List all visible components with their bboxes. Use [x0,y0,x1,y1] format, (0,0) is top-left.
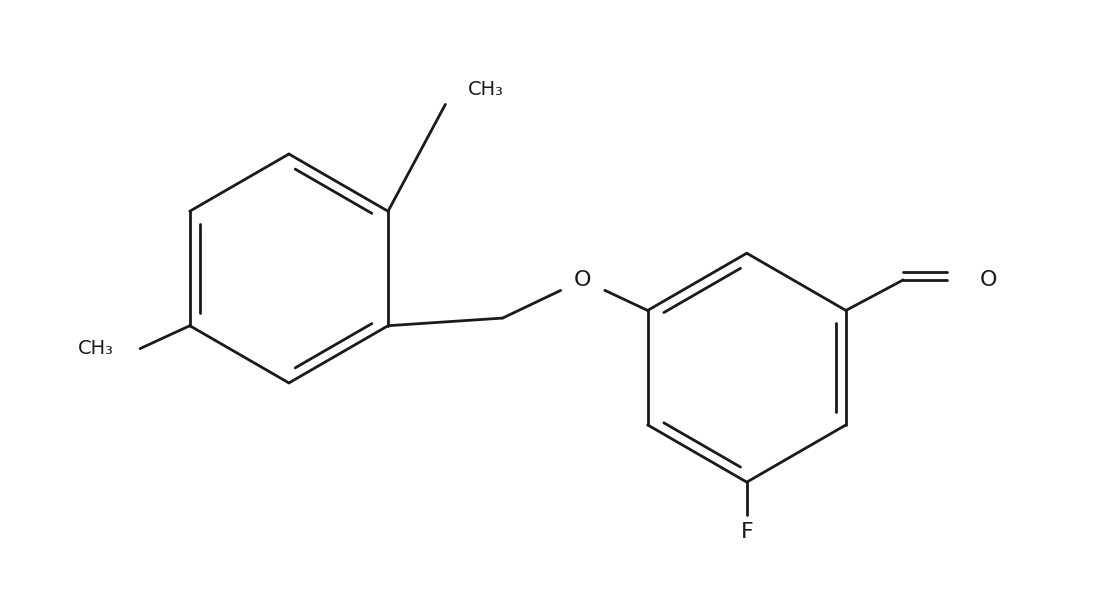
Text: CH₃: CH₃ [468,80,504,99]
Text: O: O [574,270,592,290]
Text: F: F [741,521,753,542]
Text: O: O [980,270,997,290]
Text: CH₃: CH₃ [78,339,113,358]
